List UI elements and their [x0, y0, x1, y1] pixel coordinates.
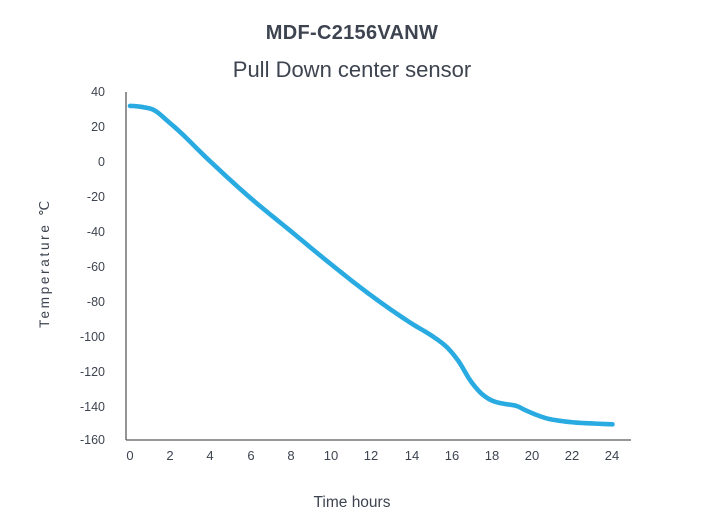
svg-text:-120: -120 — [80, 365, 105, 379]
svg-text:20: 20 — [91, 120, 105, 134]
svg-text:20: 20 — [525, 448, 539, 463]
svg-text:-40: -40 — [87, 225, 105, 239]
svg-text:4: 4 — [206, 448, 213, 463]
svg-text:8: 8 — [287, 448, 294, 463]
svg-text:-60: -60 — [87, 260, 105, 274]
svg-text:-160: -160 — [80, 433, 105, 447]
svg-text:22: 22 — [565, 448, 579, 463]
svg-text:14: 14 — [405, 448, 419, 463]
svg-text:6: 6 — [247, 448, 254, 463]
svg-text:12: 12 — [364, 448, 378, 463]
svg-text:-20: -20 — [87, 190, 105, 204]
svg-text:-140: -140 — [80, 400, 105, 414]
svg-text:0: 0 — [126, 448, 133, 463]
svg-text:-100: -100 — [80, 330, 105, 344]
svg-text:40: 40 — [91, 85, 105, 99]
svg-text:16: 16 — [445, 448, 459, 463]
svg-text:0: 0 — [98, 155, 105, 169]
svg-text:2: 2 — [166, 448, 173, 463]
svg-text:10: 10 — [324, 448, 338, 463]
svg-text:24: 24 — [605, 448, 619, 463]
svg-text:-80: -80 — [87, 295, 105, 309]
svg-text:18: 18 — [485, 448, 499, 463]
